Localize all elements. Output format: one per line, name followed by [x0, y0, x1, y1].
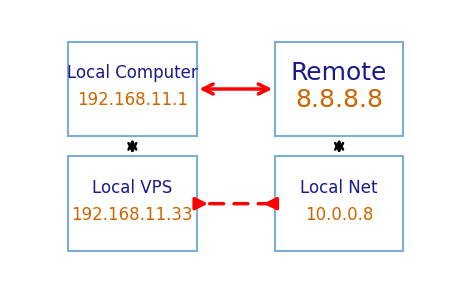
Text: Remote: Remote [290, 61, 386, 85]
FancyArrowPatch shape [335, 142, 342, 151]
FancyBboxPatch shape [274, 157, 403, 251]
Text: 10.0.0.8: 10.0.0.8 [304, 206, 373, 224]
FancyBboxPatch shape [68, 42, 196, 136]
Text: 8.8.8.8: 8.8.8.8 [295, 88, 382, 112]
Text: Local VPS: Local VPS [92, 179, 172, 197]
FancyBboxPatch shape [68, 157, 196, 251]
Text: 192.168.11.33: 192.168.11.33 [72, 206, 193, 224]
Text: Local Net: Local Net [300, 179, 377, 197]
FancyArrowPatch shape [128, 142, 136, 151]
Text: 192.168.11.1: 192.168.11.1 [77, 91, 187, 109]
Text: Local Computer: Local Computer [67, 64, 197, 82]
FancyBboxPatch shape [274, 42, 403, 136]
FancyArrowPatch shape [203, 84, 268, 94]
